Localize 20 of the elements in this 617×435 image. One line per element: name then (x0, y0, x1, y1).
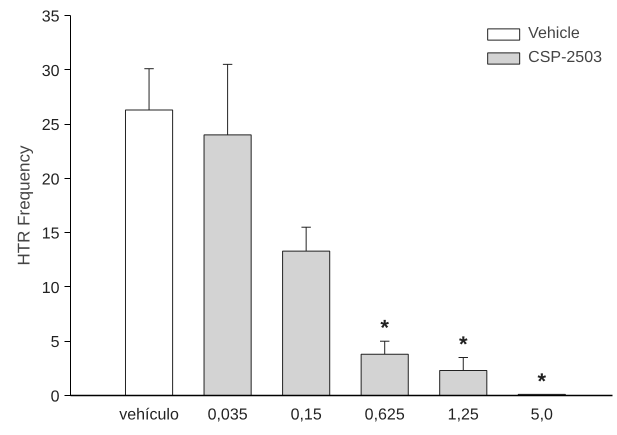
y-tick-label: 5 (50, 334, 60, 352)
y-tick-label: 0 (50, 388, 60, 406)
annotation: * (380, 315, 390, 340)
y-axis-title: HTR Frequency (14, 145, 34, 266)
x-tick-label: 0,035 (208, 406, 248, 424)
annotation: * (538, 368, 547, 394)
y-tick-label: 30 (42, 62, 60, 80)
legend-label: CSP-2503 (528, 49, 602, 67)
legend-label: Vehicle (528, 25, 580, 43)
x-tick-label: 0,15 (290, 406, 322, 424)
y-tick-label: 35 (42, 8, 60, 26)
y-tick-label: 20 (42, 171, 60, 188)
y-tick-label: 10 (42, 280, 60, 297)
x-tick-label: 1,25 (448, 406, 479, 424)
x-tick-label: vehículo (119, 406, 179, 424)
y-tick-label: 25 (42, 117, 60, 134)
x-tick-label: 5,0 (530, 406, 554, 424)
y-tick-label: 15 (42, 226, 60, 243)
annotation: * (458, 332, 468, 356)
x-tick-label: 0,625 (364, 406, 405, 424)
